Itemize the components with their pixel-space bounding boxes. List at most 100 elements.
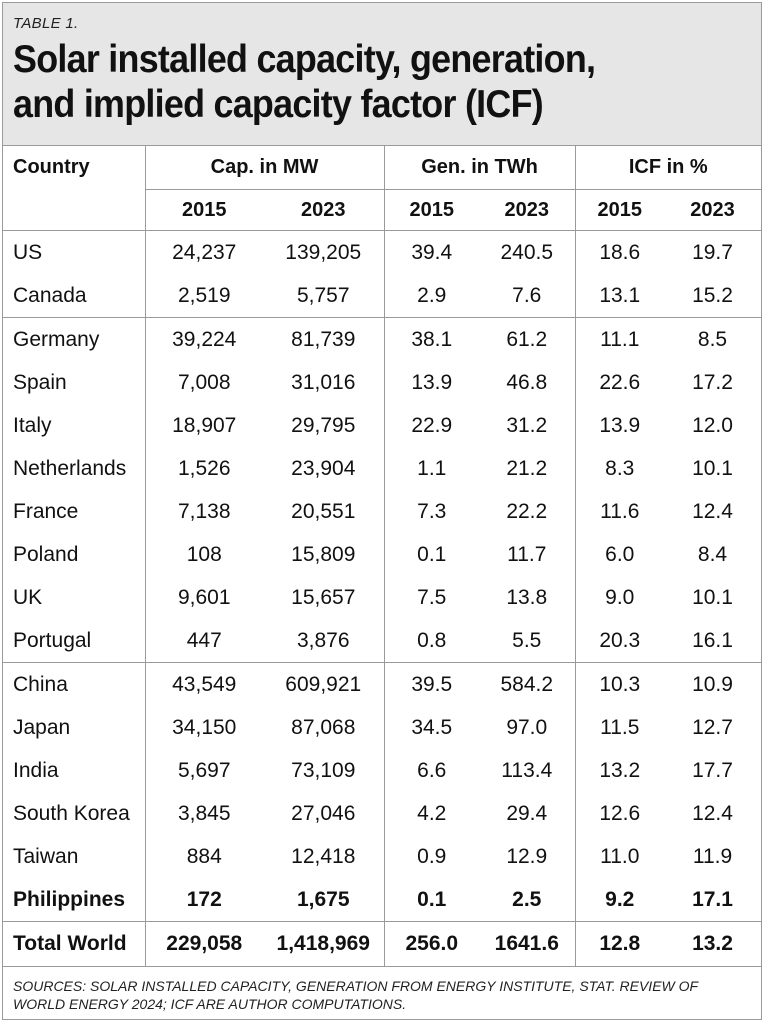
value-cell: 8.5 xyxy=(664,317,761,361)
country-column-header: Country xyxy=(13,156,90,178)
total-value-cell: 256.0 xyxy=(383,921,480,967)
value-cell: 38.1 xyxy=(383,317,480,361)
value-cell: 884 xyxy=(144,835,263,878)
value-cell: 18,907 xyxy=(144,404,263,447)
value-cell: 172 xyxy=(144,878,263,922)
country-cell: US xyxy=(3,230,145,274)
total-value-cell: 12.8 xyxy=(574,921,665,967)
value-cell: 17.2 xyxy=(692,370,733,394)
country-cell: Japan xyxy=(13,715,71,739)
country-cell: Italy xyxy=(13,413,52,437)
table-row: UK 9,601 15,657 7.5 13.8 9.0 10.1 xyxy=(3,576,761,619)
header-row-years: 2015 2023 2015 2023 2015 2023 xyxy=(3,189,761,231)
table-title-line-2: and implied capacity factor (ICF) xyxy=(13,83,544,126)
total-label-cell: Total World xyxy=(3,921,145,967)
year-header: 2023 xyxy=(690,198,735,221)
table-row: Portugal 447 3,876 0.8 5.5 20.3 16.1 xyxy=(3,619,761,663)
table-row: Germany 39,224 81,739 38.1 61.2 11.1 8.5 xyxy=(3,317,761,361)
value-cell: 10.1 xyxy=(692,585,733,609)
value-cell: 17.1 xyxy=(692,887,733,911)
country-cell: Philippines xyxy=(13,887,126,911)
table-row: Netherlands 1,526 23,904 1.1 21.2 8.3 10.1 xyxy=(3,447,761,490)
value-cell: 87,068 xyxy=(291,715,356,739)
value-cell: 2.9 xyxy=(383,274,480,318)
value-cell: 27,046 xyxy=(291,801,356,825)
value-cell: 2.5 xyxy=(512,887,542,911)
value-cell: 11.5 xyxy=(574,706,665,749)
value-cell: 22.6 xyxy=(574,361,665,404)
value-cell: 24,237 xyxy=(144,230,263,274)
data-table: Country Cap. in MW Gen. in TWh ICF in % … xyxy=(3,146,761,967)
value-cell: 0.1 xyxy=(383,533,480,576)
value-cell: 22.2 xyxy=(506,499,548,523)
country-cell: Germany xyxy=(3,317,145,361)
value-cell: 12.0 xyxy=(692,413,733,437)
value-cell: 9.2 xyxy=(574,878,665,922)
value-cell: 584.2 xyxy=(479,662,576,706)
value-cell: 10.9 xyxy=(664,662,761,706)
country-cell: Taiwan xyxy=(13,844,79,868)
value-cell: 34.5 xyxy=(383,706,480,749)
value-cell: 10.3 xyxy=(574,662,665,706)
table-row: Taiwan 884 12,418 0.9 12.9 11.0 11.9 xyxy=(3,835,761,878)
value-cell: 1,675 xyxy=(296,887,350,911)
value-cell: 7.3 xyxy=(383,490,480,533)
total-value-cell: 13.2 xyxy=(664,921,761,967)
value-cell: 22.9 xyxy=(383,404,480,447)
value-cell: 18.6 xyxy=(574,230,665,274)
value-cell: 17.7 xyxy=(692,758,733,782)
value-cell: 11.6 xyxy=(574,490,665,533)
table-row: Poland 108 15,809 0.1 11.7 6.0 8.4 xyxy=(3,533,761,576)
year-header: 2023 xyxy=(301,198,346,221)
value-cell: 0.9 xyxy=(383,835,480,878)
value-cell: 11.0 xyxy=(574,835,665,878)
value-cell: 3,876 xyxy=(296,628,350,652)
value-cell: 31.2 xyxy=(506,413,548,437)
total-value-cell: 229,058 xyxy=(144,921,263,967)
value-cell: 447 xyxy=(144,619,263,663)
table-row: Japan 34,150 87,068 34.5 97.0 11.5 12.7 xyxy=(3,706,761,749)
year-header: 2015 xyxy=(144,189,263,231)
value-cell: 81,739 xyxy=(263,317,385,361)
value-cell: 13.2 xyxy=(574,749,665,792)
value-cell: 139,205 xyxy=(263,230,385,274)
year-header: 2015 xyxy=(383,189,480,231)
value-cell: 12.6 xyxy=(574,792,665,835)
table-header-banner: TABLE 1. Solar installed capacity, gener… xyxy=(3,3,761,146)
value-cell: 8.3 xyxy=(574,447,665,490)
value-cell: 11.9 xyxy=(692,844,733,868)
value-cell: 5,697 xyxy=(144,749,263,792)
value-cell: 20.3 xyxy=(574,619,665,663)
value-cell: 13.9 xyxy=(574,404,665,447)
value-cell: 29.4 xyxy=(506,801,548,825)
value-cell: 9,601 xyxy=(144,576,263,619)
country-cell: Portugal xyxy=(13,628,92,652)
value-cell: 61.2 xyxy=(479,317,576,361)
table-row: France 7,138 20,551 7.3 22.2 11.6 12.4 xyxy=(3,490,761,533)
value-cell: 13.8 xyxy=(506,585,548,609)
value-cell: 12.9 xyxy=(506,844,548,868)
year-header: 2023 xyxy=(504,198,550,221)
table-row: India 5,697 73,109 6.6 113.4 13.2 17.7 xyxy=(3,749,761,792)
country-cell: Spain xyxy=(13,370,67,394)
value-cell: 0.8 xyxy=(383,619,480,663)
value-cell: 1,526 xyxy=(144,447,263,490)
value-cell: 39,224 xyxy=(144,317,263,361)
value-cell: 7.5 xyxy=(383,576,480,619)
value-cell: 609,921 xyxy=(263,662,385,706)
value-cell: 7.6 xyxy=(512,283,542,307)
value-cell: 7,138 xyxy=(144,490,263,533)
value-cell: 6.0 xyxy=(574,533,665,576)
table-row: Philippines 172 1,675 0.1 2.5 9.2 17.1 xyxy=(3,878,761,922)
value-cell: 11.7 xyxy=(507,542,547,566)
country-cell: UK xyxy=(13,585,43,609)
sources-footnote: SOURCES: SOLAR INSTALLED CAPACITY, GENER… xyxy=(13,978,698,1012)
value-cell: 9.0 xyxy=(574,576,665,619)
total-row: Total World 229,058 1,418,969 256.0 1641.6 12… xyxy=(3,921,761,967)
table-row: South Korea 3,845 27,046 4.2 29.4 12.6 12.4 xyxy=(3,792,761,835)
country-cell: China xyxy=(3,662,145,706)
value-cell: 29,795 xyxy=(291,413,356,437)
value-cell: 23,904 xyxy=(291,456,356,480)
value-cell: 1.1 xyxy=(383,447,480,490)
